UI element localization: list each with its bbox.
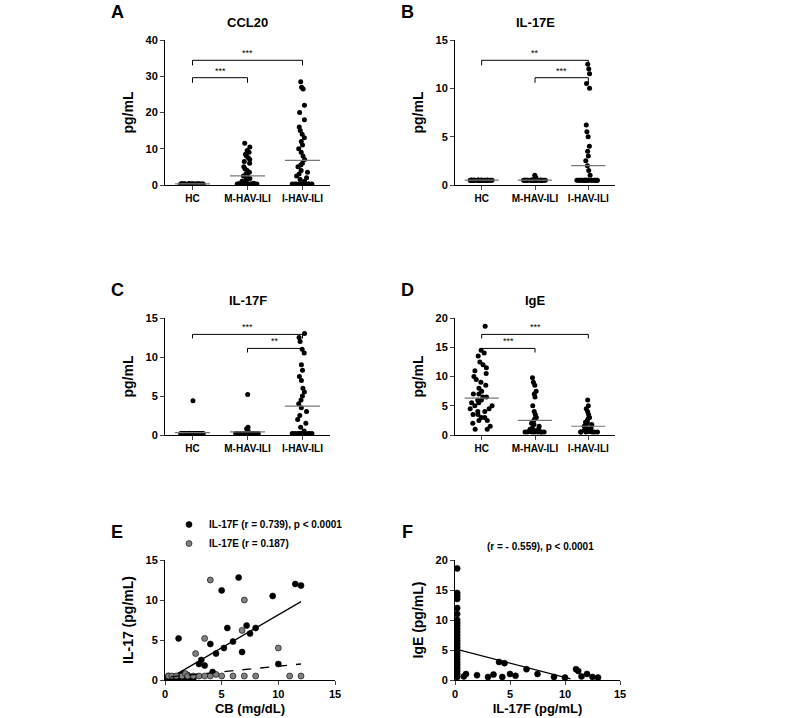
svg-text:0: 0 xyxy=(452,688,458,700)
svg-text:5: 5 xyxy=(152,390,158,402)
svg-text:CB (mg/dL): CB (mg/dL) xyxy=(215,701,285,716)
svg-text:15: 15 xyxy=(329,688,341,700)
svg-text:***: *** xyxy=(530,322,541,332)
svg-text:**: ** xyxy=(271,336,279,346)
svg-text:20: 20 xyxy=(436,554,448,566)
svg-text:I-HAV-ILI: I-HAV-ILI xyxy=(282,193,323,204)
svg-text:IgE (pg/mL): IgE (pg/mL) xyxy=(410,582,426,659)
svg-text:0: 0 xyxy=(442,179,448,191)
svg-text:***: *** xyxy=(242,48,253,58)
svg-text:IgE: IgE xyxy=(525,293,546,308)
svg-text:M-HAV-ILI: M-HAV-ILI xyxy=(224,193,271,204)
svg-text:E: E xyxy=(111,522,123,542)
svg-text:B: B xyxy=(401,2,414,22)
svg-text:IL-17E: IL-17E xyxy=(516,15,555,30)
svg-text:IL-17F (r = 0.739), p < 0.0001: IL-17F (r = 0.739), p < 0.0001 xyxy=(209,519,342,530)
svg-text:***: *** xyxy=(215,66,226,76)
svg-text:***: *** xyxy=(242,322,253,332)
svg-text:D: D xyxy=(401,280,414,300)
svg-text:10: 10 xyxy=(146,143,158,155)
svg-text:**: ** xyxy=(531,48,539,58)
svg-text:A: A xyxy=(111,2,124,22)
svg-text:IL-17 (pg/mL): IL-17 (pg/mL) xyxy=(120,576,136,664)
svg-text:10: 10 xyxy=(272,688,284,700)
svg-text:0: 0 xyxy=(162,688,168,700)
svg-text:5: 5 xyxy=(507,688,513,700)
svg-text:M-HAV-ILI: M-HAV-ILI xyxy=(512,443,559,454)
svg-text:5: 5 xyxy=(442,400,448,412)
svg-text:20: 20 xyxy=(146,106,158,118)
svg-text:15: 15 xyxy=(614,688,626,700)
svg-text:5: 5 xyxy=(442,644,448,656)
svg-text:CCL20: CCL20 xyxy=(227,15,268,30)
svg-text:IL-17F: IL-17F xyxy=(229,293,267,308)
svg-text:5: 5 xyxy=(152,634,158,646)
svg-text:5: 5 xyxy=(442,131,448,143)
svg-text:15: 15 xyxy=(436,341,448,353)
svg-text:10: 10 xyxy=(436,614,448,626)
svg-text:pg/mL: pg/mL xyxy=(410,355,426,397)
svg-text:HC: HC xyxy=(185,443,199,454)
svg-text:10: 10 xyxy=(559,688,571,700)
svg-text:0: 0 xyxy=(442,674,448,686)
svg-text:0: 0 xyxy=(152,674,158,686)
svg-text:10: 10 xyxy=(146,594,158,606)
svg-text:pg/mL: pg/mL xyxy=(410,91,426,133)
svg-text:10: 10 xyxy=(146,351,158,363)
svg-text:0: 0 xyxy=(152,179,158,191)
svg-text:IL-17F (pg/mL): IL-17F (pg/mL) xyxy=(493,701,583,716)
svg-text:HC: HC xyxy=(185,193,199,204)
svg-text:HC: HC xyxy=(474,193,488,204)
svg-text:20: 20 xyxy=(436,312,448,324)
svg-text:0: 0 xyxy=(152,429,158,441)
svg-text:15: 15 xyxy=(436,584,448,596)
svg-text:I-HAV-ILI: I-HAV-ILI xyxy=(568,443,609,454)
svg-text:pg/mL: pg/mL xyxy=(120,355,136,397)
svg-text:0: 0 xyxy=(442,429,448,441)
svg-text:40: 40 xyxy=(146,34,158,46)
svg-text:5: 5 xyxy=(219,688,225,700)
svg-text:***: *** xyxy=(556,66,567,76)
svg-text:30: 30 xyxy=(146,70,158,82)
svg-text:I-HAV-ILI: I-HAV-ILI xyxy=(568,193,609,204)
svg-text:M-HAV-ILI: M-HAV-ILI xyxy=(224,443,271,454)
svg-text:HC: HC xyxy=(474,443,488,454)
svg-text:C: C xyxy=(111,280,124,300)
svg-text:pg/mL: pg/mL xyxy=(120,91,136,133)
svg-text:IL-17E (r = 0.187): IL-17E (r = 0.187) xyxy=(209,538,289,549)
svg-text:I-HAV-ILI: I-HAV-ILI xyxy=(282,443,323,454)
svg-text:M-HAV-ILI: M-HAV-ILI xyxy=(512,193,559,204)
svg-text:15: 15 xyxy=(146,312,158,324)
svg-text:10: 10 xyxy=(436,370,448,382)
svg-text:15: 15 xyxy=(146,554,158,566)
svg-text:(r = - 0.559), p < 0.0001: (r = - 0.559), p < 0.0001 xyxy=(487,541,594,552)
svg-text:10: 10 xyxy=(436,82,448,94)
svg-text:***: *** xyxy=(503,336,514,346)
svg-text:F: F xyxy=(402,522,413,542)
svg-text:15: 15 xyxy=(436,34,448,46)
